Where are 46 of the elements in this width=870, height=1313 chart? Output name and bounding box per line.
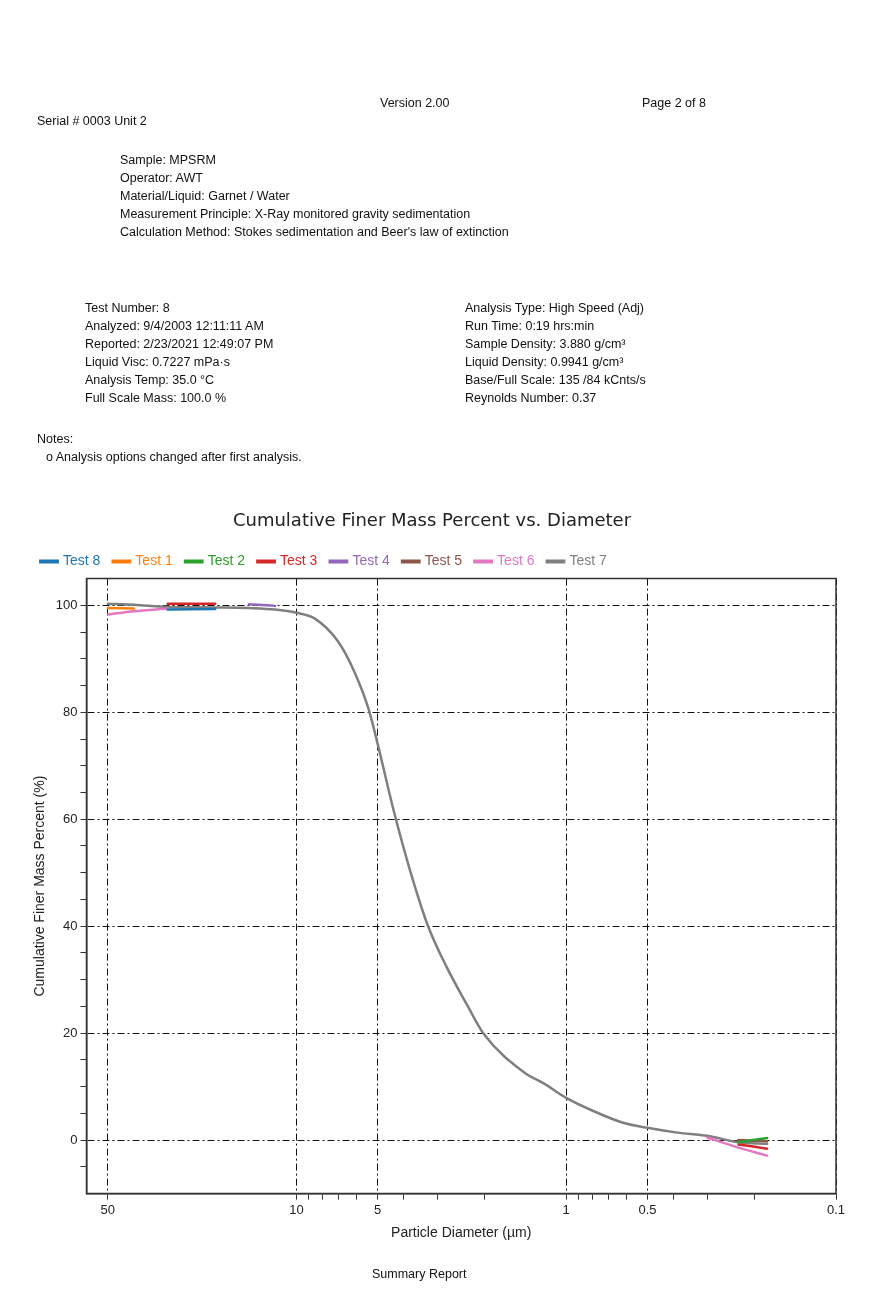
text: Measurement Principle: X-Ray monitored gravity sedimentation	[120, 207, 471, 221]
x-tick-label: 0.1	[826, 1201, 846, 1217]
text: Operator: AWT	[120, 171, 203, 185]
x-tick-label: 5	[374, 1201, 382, 1217]
y-axis-title: Cumulative Finer Mass Percent (%)	[31, 775, 48, 997]
text: Liquid Density: 0.9941 g/cm³	[465, 355, 624, 369]
text: Reported: 2/23/2021 12:49:07 PM	[85, 337, 274, 351]
y-tick-label: 100	[55, 596, 78, 612]
text: Material/Liquid: Garnet / Water	[120, 189, 290, 203]
x-tick-label: 0.5	[638, 1201, 657, 1217]
text: Version 2.00	[380, 96, 450, 110]
chart-title: Cumulative Finer Mass Percent vs. Diameter	[232, 509, 632, 531]
legend-label: Test 8	[63, 552, 101, 569]
text: Calculation Method: Stokes sedimentation and Beer's law of extinction	[120, 225, 509, 239]
text: Analysis Temp: 35.0 °C	[85, 373, 215, 387]
legend-label: Test 3	[280, 552, 318, 569]
legend-label: Test 4	[352, 552, 390, 569]
text: Analysis Type: High Speed (Adj)	[465, 301, 645, 315]
y-tick-label: 80	[63, 703, 78, 719]
text: Serial # 0003 Unit 2	[37, 114, 147, 128]
x-tick-label: 50	[100, 1201, 116, 1217]
x-tick-label: 1	[562, 1201, 570, 1217]
text: Test Number: 8	[85, 301, 170, 315]
legend-label: Test 6	[497, 552, 535, 569]
legend-label: Test 7	[569, 552, 608, 569]
text: Notes:	[37, 432, 74, 446]
text: Run Time: 0:19 hrs:min	[465, 319, 595, 333]
y-tick-label: 60	[63, 810, 78, 826]
text: Page 2 of 8	[642, 96, 706, 110]
text: Base/Full Scale: 135 /84 kCnts/s	[465, 373, 646, 387]
x-axis-title: Particle Diameter (µm)	[391, 1224, 532, 1241]
y-tick-label: 40	[63, 917, 78, 933]
text: o Analysis options changed after first analysis.	[46, 450, 302, 464]
text: Full Scale Mass: 100.0 %	[85, 391, 227, 405]
text: Sample: MPSRM	[120, 153, 216, 167]
legend-label: Test 1	[135, 552, 173, 569]
legend-label: Test 2	[207, 552, 246, 569]
text: Reynolds Number: 0.37	[465, 391, 597, 405]
legend-label: Test 5	[424, 552, 463, 569]
text: Sample Density: 3.880 g/cm³	[465, 337, 626, 351]
text: Liquid Visc: 0.7227 mPa·s	[85, 355, 230, 369]
text: Analyzed: 9/4/2003 12:11:11 AM	[85, 319, 264, 333]
y-tick-label: 0	[70, 1131, 78, 1147]
x-tick-label: 10	[289, 1201, 304, 1217]
text: Summary Report	[372, 1267, 467, 1281]
y-tick-label: 20	[63, 1024, 78, 1040]
